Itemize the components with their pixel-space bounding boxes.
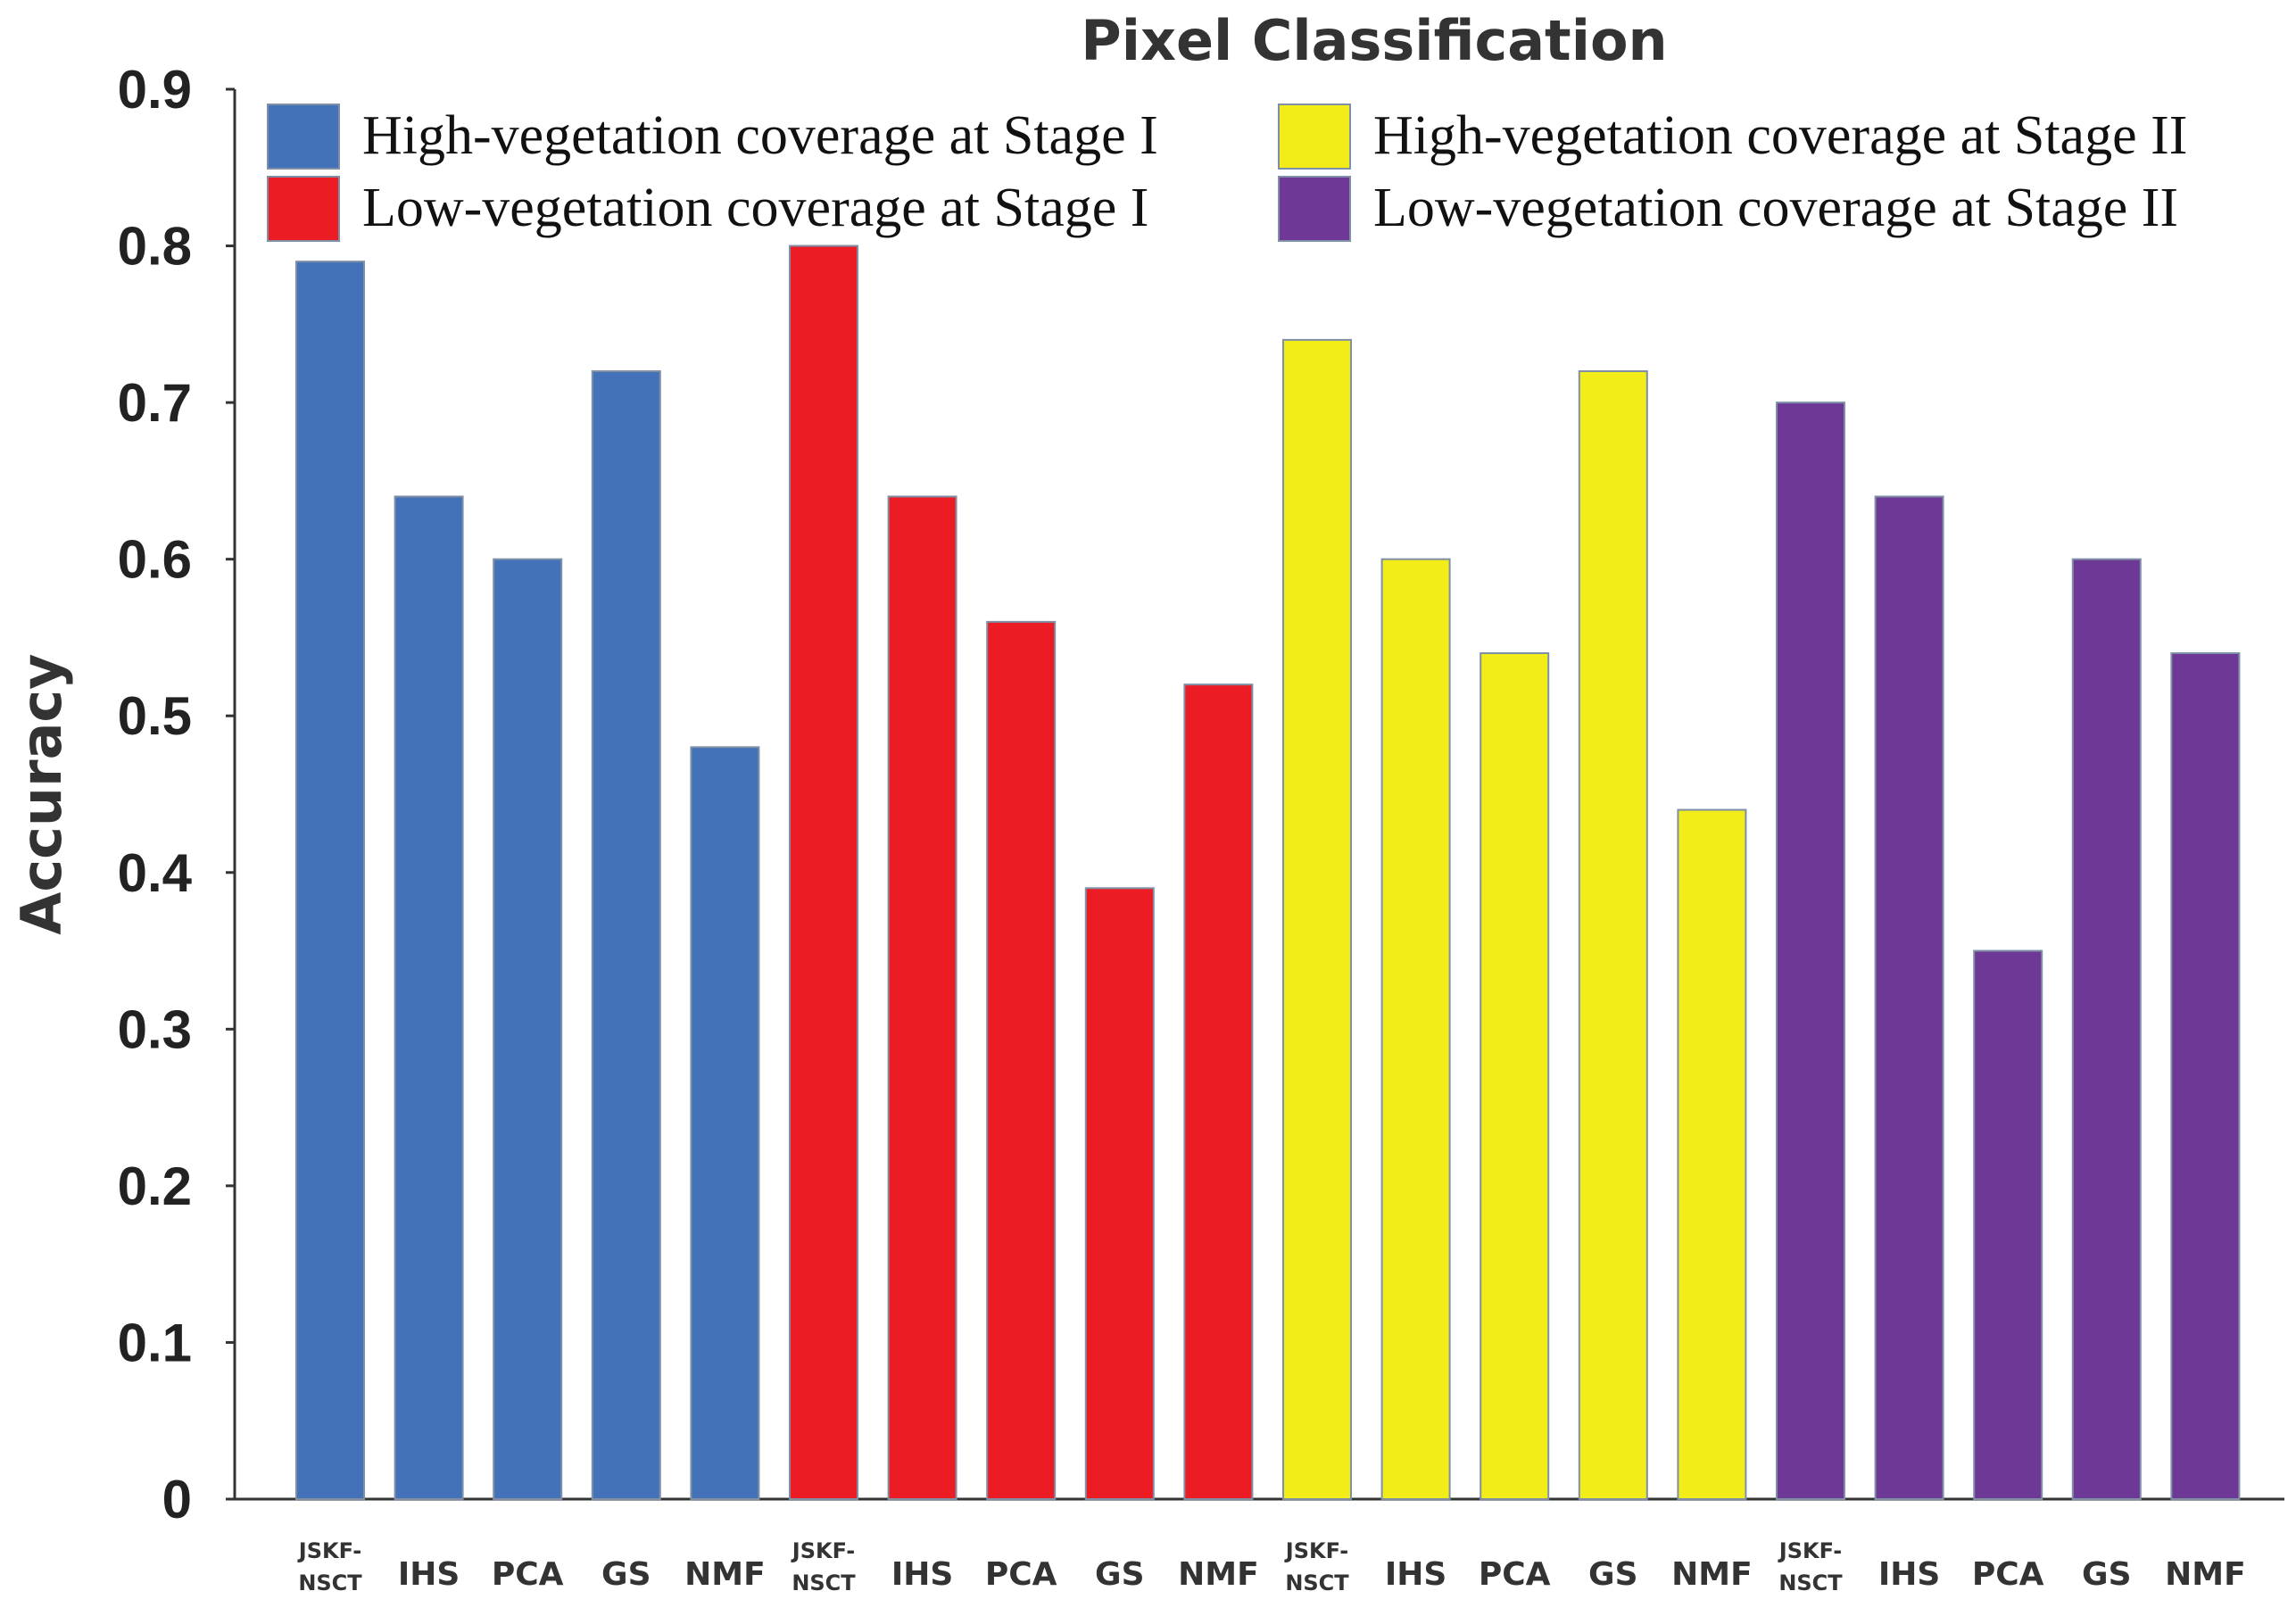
bar-jskf-nsct-series-4: [1776, 402, 1845, 1501]
bar-jskf-nsct-series-3: [1282, 338, 1352, 1500]
bar-ihs-series-3: [1380, 558, 1451, 1501]
bar-nmf-series-1: [690, 746, 760, 1500]
legend: High-vegetation coverage at Stage I Low-v…: [267, 104, 2187, 242]
bar-gs-series-1: [591, 370, 661, 1500]
bar-gs-series-4: [2071, 558, 2142, 1501]
bar-nmf-series-2: [1183, 684, 1254, 1500]
legend-swatch: [267, 176, 340, 242]
x-tick-label: JSKF-NSCT: [1284, 1538, 1350, 1595]
y-tick-label: 0: [162, 1470, 192, 1529]
bar-gs-series-2: [1084, 887, 1155, 1500]
legend-label: Low-vegetation coverage at Stage I: [362, 178, 1148, 238]
bar-pca-series-2: [986, 620, 1057, 1500]
bar-gs-series-3: [1578, 370, 1648, 1500]
y-tick-label: 0.9: [118, 60, 192, 120]
x-tick-label: NMF: [2165, 1556, 2246, 1593]
y-tick-label: 0.2: [118, 1156, 192, 1216]
y-tick-label: 0.3: [118, 999, 192, 1059]
bar-ihs-series-2: [887, 495, 957, 1500]
legend-swatch: [267, 104, 340, 170]
y-tick-label: 0.4: [118, 843, 193, 903]
x-tick-label: IHS: [1385, 1556, 1446, 1593]
x-tick-label: PCA: [492, 1556, 564, 1593]
x-tick-label: GS: [601, 1556, 651, 1593]
bar-pca-series-3: [1480, 652, 1550, 1500]
x-ticks: JSKF-NSCT IHS PCA GS NMF JSKF-NSCT IHS PCA GS NMF…: [297, 1538, 2246, 1595]
y-tick-label: 0.5: [118, 686, 192, 746]
x-tick-label: JSKF-NSCT: [791, 1538, 857, 1595]
y-axis-label: Accuracy: [9, 653, 74, 934]
x-tick-label: NMF: [1671, 1556, 1753, 1593]
x-tick-label: PCA: [985, 1556, 1057, 1593]
y-tick-label: 0.1: [118, 1313, 192, 1372]
x-tick-label: IHS: [891, 1556, 953, 1593]
x-tick-label: GS: [1095, 1556, 1144, 1593]
bar-ihs-series-4: [1874, 495, 1944, 1500]
bar-jskf-nsct-series-1: [295, 261, 365, 1501]
bar-jskf-nsct-series-2: [789, 244, 858, 1500]
x-tick-label: JSKF-NSCT: [297, 1538, 363, 1595]
x-tick-label: JSKF-NSCT: [1778, 1538, 1844, 1595]
x-tick-label: GS: [1588, 1556, 1637, 1593]
x-tick-label: GS: [2082, 1556, 2131, 1593]
legend-label: High-vegetation coverage at Stage I: [362, 105, 1158, 166]
legend-swatch: [1278, 176, 1351, 242]
y-tick-label: 0.8: [118, 217, 192, 277]
x-tick-label: NMF: [684, 1556, 766, 1593]
x-tick-label: PCA: [1972, 1556, 2044, 1593]
chart-title: Pixel Classification: [1081, 8, 1667, 73]
bar-pca-series-1: [493, 558, 563, 1501]
legend-label: Low-vegetation coverage at Stage II: [1373, 178, 2178, 238]
bar-nmf-series-4: [2170, 652, 2241, 1500]
bar-pca-series-4: [1973, 949, 2043, 1500]
y-tick-label: 0.7: [118, 373, 192, 433]
bars: [295, 244, 2241, 1501]
bar-nmf-series-3: [1677, 808, 1747, 1500]
y-ticks: 0 0.1 0.2 0.3 0.4 0.5 0.6 0.7 0.8 0.9: [118, 60, 235, 1529]
x-tick-label: NMF: [1178, 1556, 1259, 1593]
legend-label: High-vegetation coverage at Stage II: [1373, 105, 2187, 166]
x-tick-label: IHS: [398, 1556, 460, 1593]
x-tick-label: PCA: [1479, 1556, 1551, 1593]
y-tick-label: 0.6: [118, 530, 192, 590]
bar-ihs-series-1: [394, 495, 464, 1500]
x-tick-label: IHS: [1878, 1556, 1940, 1593]
legend-swatch: [1278, 104, 1351, 170]
